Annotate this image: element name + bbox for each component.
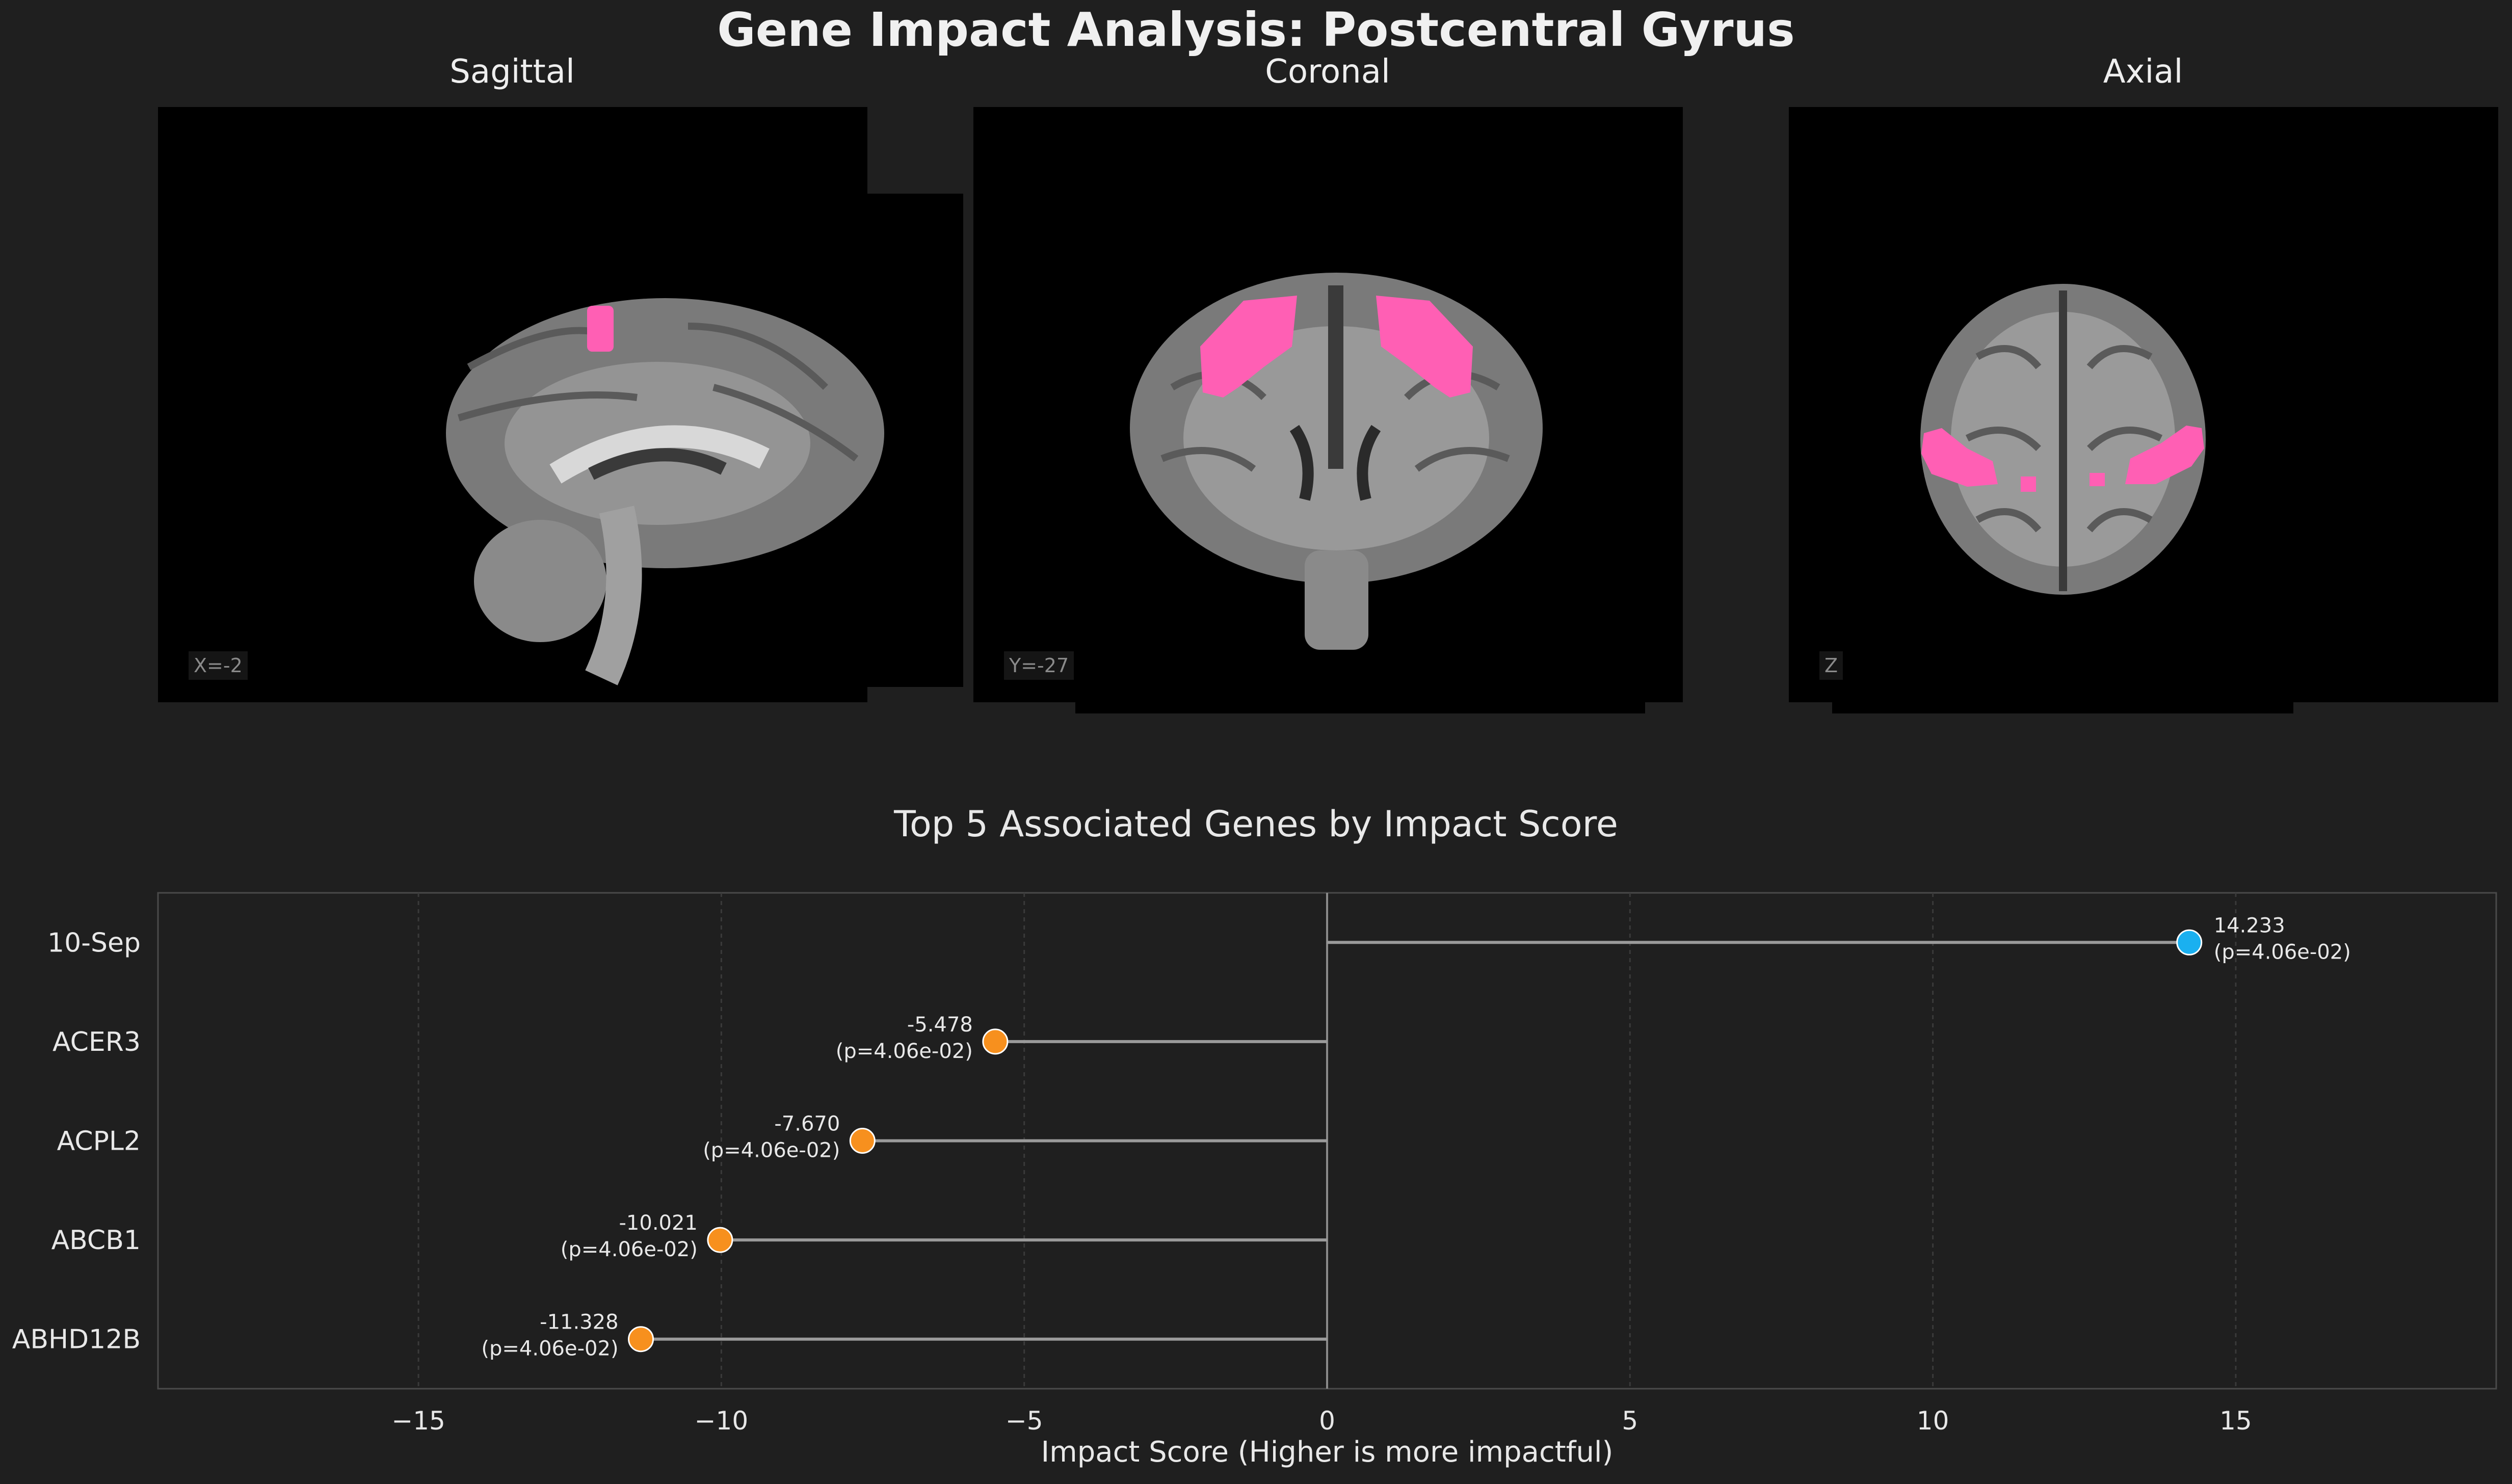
- x-tick-label: −5: [1006, 1406, 1043, 1436]
- sagittal-coordinate-label: X=-2: [189, 651, 248, 680]
- axial-coordinate-label: Z: [1819, 651, 1843, 680]
- x-tick-label: −10: [695, 1406, 749, 1436]
- plot-area: [157, 892, 2497, 1390]
- axial-view-panel-extension: [1832, 698, 2293, 713]
- coronal-view-panel-extension: [1075, 698, 1645, 713]
- y-tick-label: ABCB1: [51, 1225, 141, 1256]
- coronal-coordinate-label: Y=-27: [1004, 651, 1074, 680]
- x-tick-label: 0: [1319, 1406, 1335, 1436]
- value-label: -5.478: [907, 1013, 973, 1037]
- value-label: 14.233: [2214, 914, 2285, 937]
- axial-view-panel: [1789, 107, 2498, 702]
- y-tick-label: ACER3: [52, 1027, 141, 1057]
- view-title-coronal: Coronal: [1265, 53, 1390, 91]
- view-title-axial: Axial: [2103, 53, 2183, 91]
- page-title: Gene Impact Analysis: Postcentral Gyrus: [717, 3, 1795, 57]
- chart-title: Top 5 Associated Genes by Impact Score: [894, 803, 1618, 845]
- p-value-label: (p=4.06e-02): [481, 1337, 618, 1361]
- sagittal-view-panel-extension: [866, 194, 963, 687]
- data-point: [628, 1326, 654, 1353]
- x-tick-label: 10: [1917, 1406, 1949, 1436]
- y-tick-label: ABHD12B: [12, 1324, 141, 1355]
- p-value-label: (p=4.06e-02): [2214, 940, 2351, 964]
- p-value-label: (p=4.06e-02): [561, 1238, 698, 1261]
- x-tick-label: 15: [2219, 1406, 2252, 1436]
- y-tick-label: ACPL2: [57, 1126, 141, 1157]
- value-label: -10.021: [619, 1211, 697, 1235]
- data-point: [849, 1128, 876, 1154]
- coronal-view-panel: [973, 107, 1683, 702]
- data-point: [707, 1227, 733, 1253]
- x-axis-label: Impact Score (Higher is more impactful): [1041, 1436, 1614, 1469]
- p-value-label: (p=4.06e-02): [836, 1040, 973, 1063]
- view-title-sagittal: Sagittal: [449, 53, 575, 91]
- data-point: [982, 1028, 1009, 1055]
- sagittal-view-panel: [158, 107, 867, 702]
- y-tick-label: 10-Sep: [47, 927, 141, 958]
- p-value-label: (p=4.06e-02): [703, 1139, 840, 1162]
- x-tick-label: 5: [1622, 1406, 1638, 1436]
- x-tick-label: −15: [391, 1406, 445, 1436]
- value-label: -7.670: [774, 1112, 840, 1136]
- value-label: -11.328: [540, 1311, 618, 1334]
- data-point: [2176, 929, 2203, 956]
